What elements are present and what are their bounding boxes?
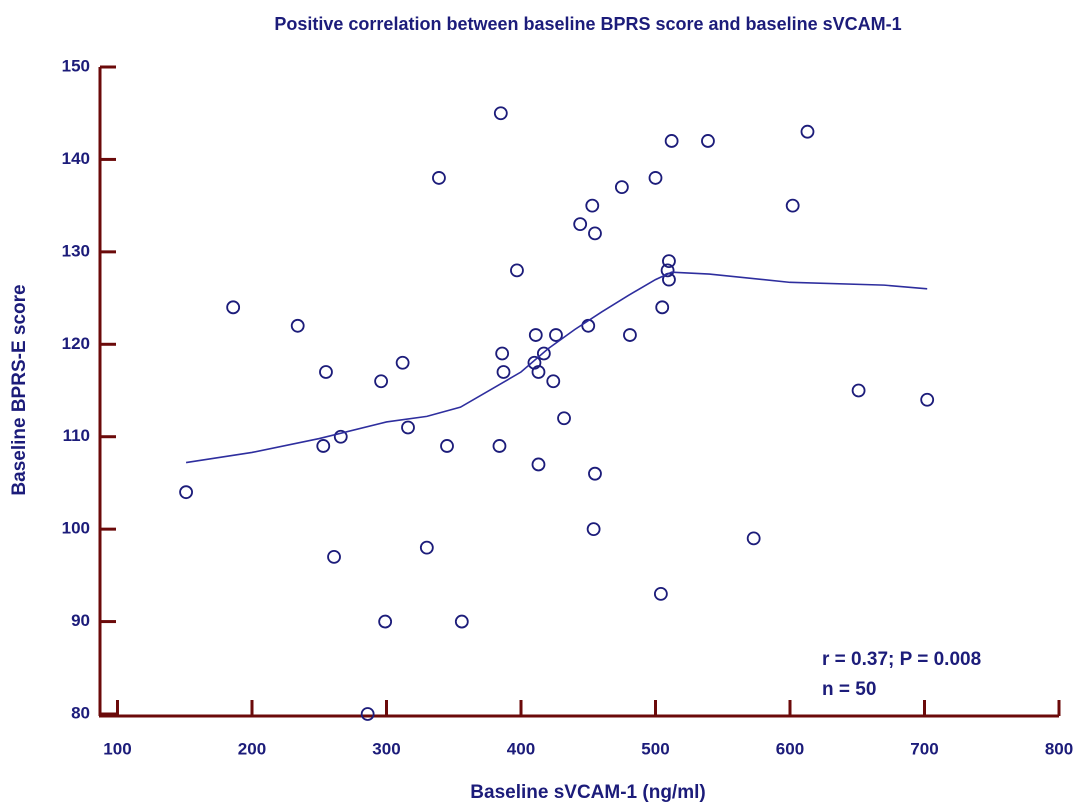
annotation: n = 50	[822, 679, 876, 700]
chart-title: Positive correlation between baseline BP…	[274, 14, 901, 34]
data-point	[432, 171, 446, 185]
data-point	[536, 346, 551, 361]
data-point	[333, 429, 348, 444]
data-point	[586, 522, 601, 537]
data-point	[327, 549, 341, 564]
data-point	[395, 355, 410, 370]
data-point	[557, 411, 571, 426]
data-point	[664, 134, 679, 148]
y-tick-label: 90	[71, 611, 90, 630]
data-point	[588, 466, 602, 481]
data-point	[528, 328, 543, 342]
x-tick-label: 700	[910, 739, 938, 758]
data-point	[495, 346, 510, 361]
data-point	[316, 439, 331, 453]
data-point	[401, 420, 415, 435]
data-point	[510, 263, 524, 278]
data-point	[496, 365, 511, 379]
data-point	[419, 540, 434, 555]
data-point	[588, 226, 602, 241]
data-point	[226, 300, 241, 315]
data-point	[531, 457, 546, 472]
x-tick-label: 400	[507, 739, 535, 758]
y-tick-label: 150	[62, 56, 90, 75]
data-point	[319, 365, 333, 379]
x-tick-label: 300	[372, 739, 400, 758]
data-point	[378, 614, 393, 629]
trend-line	[185, 271, 928, 464]
y-tick-label: 80	[71, 703, 90, 722]
data-point	[746, 531, 761, 546]
data-point	[653, 586, 668, 601]
y-tick-label: 100	[62, 519, 90, 538]
data-point	[493, 106, 508, 121]
y-tick-label: 140	[62, 149, 90, 168]
data-point	[573, 217, 588, 232]
data-point	[851, 383, 866, 398]
data-point	[546, 374, 561, 389]
annotation: r = 0.37; P = 0.008	[822, 649, 981, 670]
y-tick-label: 120	[62, 334, 90, 353]
data-point	[660, 263, 675, 278]
data-point	[785, 198, 800, 213]
data-point	[454, 614, 469, 629]
data-point	[800, 124, 815, 139]
x-tick-label: 100	[103, 739, 131, 758]
data-point	[614, 180, 629, 195]
data-point	[531, 365, 546, 379]
x-tick-label: 600	[776, 739, 804, 758]
data-point	[440, 439, 454, 453]
data-point	[549, 328, 563, 342]
y-axis-label: Baseline BPRS-E score	[9, 284, 30, 495]
x-tick-label: 800	[1045, 739, 1073, 758]
x-tick-label: 500	[641, 739, 669, 758]
data-point	[655, 300, 670, 315]
x-axis-label: Baseline sVCAM-1 (ng/ml)	[470, 782, 705, 803]
data-point	[648, 171, 663, 185]
data-point	[623, 328, 637, 342]
data-point	[701, 134, 715, 148]
data-point	[179, 485, 193, 500]
x-tick-label: 200	[238, 739, 266, 758]
data-point	[374, 374, 389, 389]
data-point	[585, 198, 600, 213]
y-tick-label: 130	[62, 241, 90, 260]
data-point	[492, 439, 507, 453]
data-point	[360, 707, 375, 721]
y-tick-label: 110	[63, 426, 90, 445]
data-point	[920, 392, 935, 407]
data-point	[290, 318, 305, 333]
data-point	[662, 254, 676, 269]
